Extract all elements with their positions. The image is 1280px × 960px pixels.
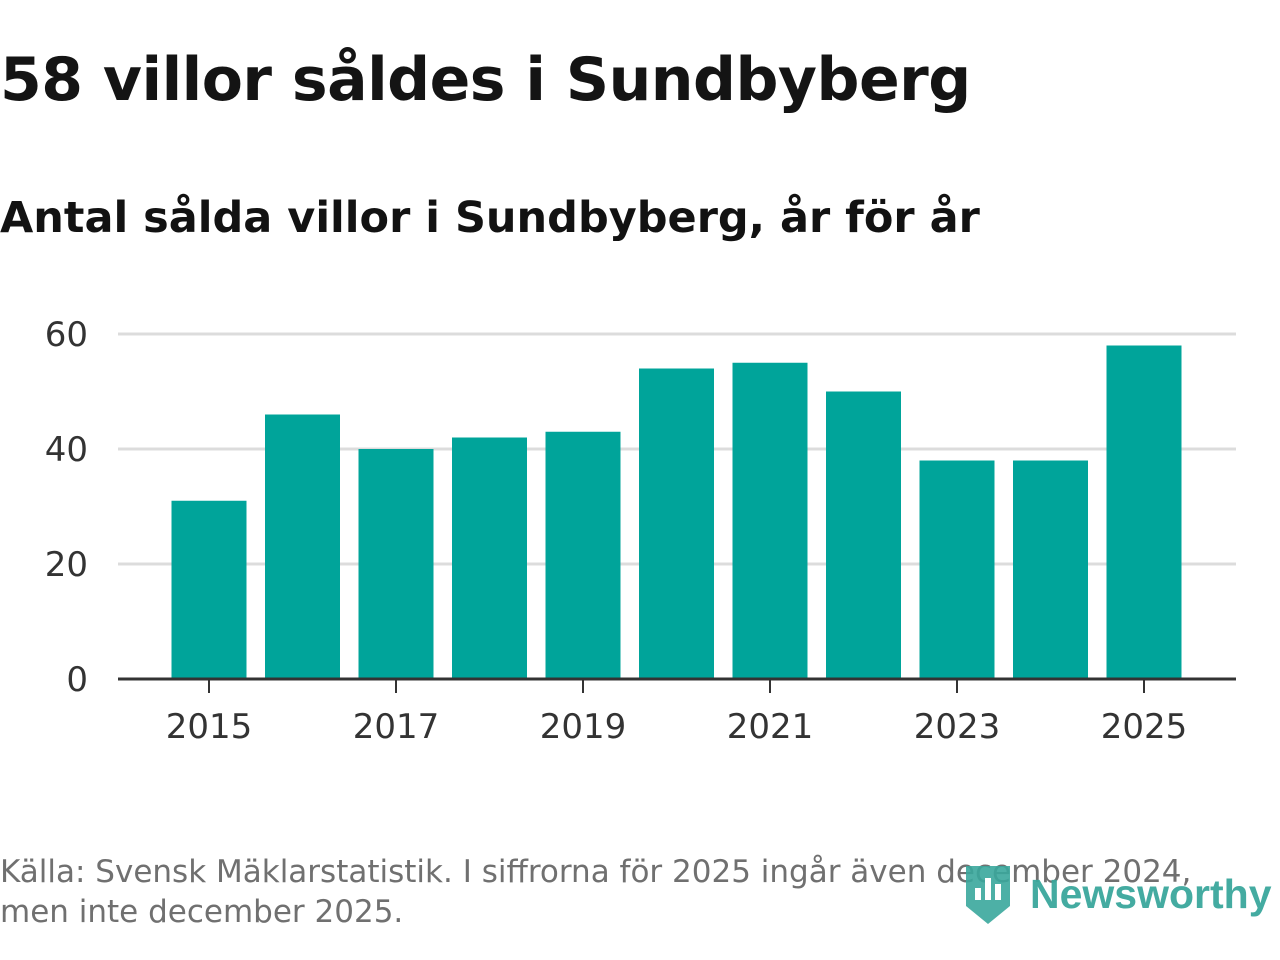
x-tick-label-2015: 2015 [166,707,253,747]
chart-subtitle: Antal sålda villor i Sundbyberg, år för … [0,193,980,243]
x-tick-label-2023: 2023 [914,707,1001,747]
newsworthy-logo-text: Newsworthy [1030,871,1272,917]
bar-2016 [265,414,340,679]
x-tick-label-2017: 2017 [353,707,440,747]
y-tick-label-40: 40 [45,430,88,470]
bar-chart: 0 20 40 60 2015 2017 2019 2021 2023 2025 [45,315,1236,747]
x-axis-ticks: 2015 2017 2019 2021 2023 2025 [166,679,1188,747]
y-tick-label-60: 60 [45,315,88,355]
bar-2024 [1013,460,1088,679]
y-axis-ticks: 0 20 40 60 [45,315,88,700]
newsworthy-logo: Newsworthy [962,862,1276,926]
bars [171,345,1182,679]
bar-2018 [452,437,527,679]
bar-2017 [358,449,434,679]
bar-2022 [826,391,901,679]
chart-title: 58 villor såldes i Sundbyberg [0,45,971,115]
bar-2020 [639,368,714,679]
newsworthy-logo-icon [966,866,1010,924]
bar-2023 [919,460,995,679]
x-tick-label-2025: 2025 [1101,707,1188,747]
y-tick-label-0: 0 [66,660,88,700]
bar-2019 [545,431,621,679]
bar-2025 [1106,345,1182,679]
bar-2021 [732,362,808,679]
bar-2015 [171,500,247,679]
x-tick-label-2019: 2019 [540,707,627,747]
source-line-2: men inte december 2025. [0,894,404,930]
x-tick-label-2021: 2021 [727,707,814,747]
y-tick-label-20: 20 [45,545,88,585]
